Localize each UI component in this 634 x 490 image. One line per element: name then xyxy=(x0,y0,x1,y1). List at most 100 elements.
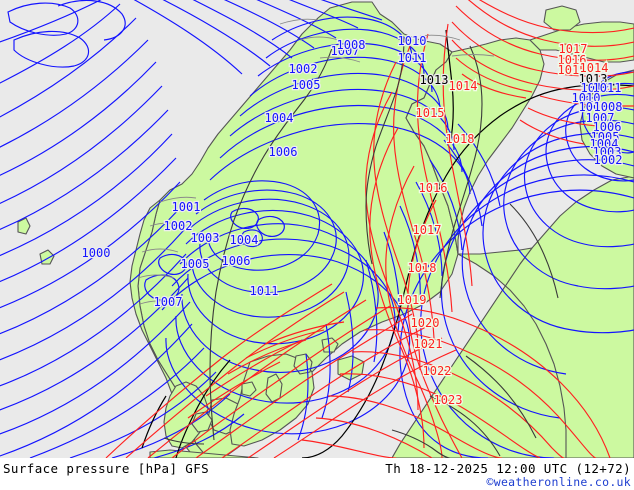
isobar-label: 1017 xyxy=(413,223,442,237)
coastline-detail-layer xyxy=(137,18,495,305)
isobar-label: 1004 xyxy=(590,137,619,151)
isobar-label-halo: 1002 xyxy=(289,62,318,76)
isobar-label: 1020 xyxy=(411,316,440,330)
isobar-label: 1021 xyxy=(414,337,443,351)
isobar-label-halo: 1019 xyxy=(398,293,427,307)
isobar-label: 1014 xyxy=(580,61,609,75)
isobar-label-halo: 1018 xyxy=(446,132,475,146)
isobar-label: 1002 xyxy=(289,62,318,76)
isobar-label-halo: 1000 xyxy=(82,246,111,260)
isobar-label-halo: 1003 xyxy=(191,231,220,245)
isobar-label-halo: 1011 xyxy=(250,284,279,298)
isobar-label-halo: 1008 xyxy=(337,38,366,52)
isobar-label-halo: 1005 xyxy=(591,130,620,144)
isobar-label-halo: 1001 xyxy=(172,200,201,214)
isobar-label-halo: 1018 xyxy=(408,261,437,275)
national-borders-layer xyxy=(163,37,559,458)
isobar-label-halo: 1010 xyxy=(572,91,601,105)
isobar-label: 1005 xyxy=(591,130,620,144)
isobar-label-halo: 1016 xyxy=(558,53,587,67)
isobar-label: 1013 xyxy=(579,72,608,86)
isobar-label: 1007 xyxy=(154,295,183,309)
isobar-label: 1014 xyxy=(449,79,478,93)
isobar-label-halo: 1008 xyxy=(594,100,623,114)
isobar-label: 1001 xyxy=(172,200,201,214)
isobar-label-halo: 1022 xyxy=(423,364,452,378)
isobar-label-halo: 1013 xyxy=(579,72,608,86)
isobar-label-halo: 1015 xyxy=(558,63,587,77)
isobar-label: 1015 xyxy=(416,106,445,120)
isobar-label: 1009 xyxy=(579,100,608,114)
footer-credit: ©weatheronline.co.uk xyxy=(486,475,631,489)
isobar-label-halo: 1002 xyxy=(594,153,623,167)
isobar-label-halo: 1004 xyxy=(265,111,294,125)
isobar-label: 1016 xyxy=(419,181,448,195)
isobars-high-group xyxy=(105,0,634,458)
isobar-label: 1005 xyxy=(292,78,321,92)
isobar-label-halo: 1007 xyxy=(586,111,615,125)
isobar-label: 1002 xyxy=(164,219,193,233)
isobar-label: 1007 xyxy=(586,111,615,125)
isobar-label-halo: 1014 xyxy=(449,79,478,93)
isobar-label-halo: 1009 xyxy=(579,100,608,114)
isobar-label: 1003 xyxy=(191,231,220,245)
isobar-label: 1011 xyxy=(398,51,427,65)
isobar-label-halo: 1011 xyxy=(593,81,622,95)
isobar-label: 1010 xyxy=(572,91,601,105)
footer-datetime: Th 18-12-2025 12:00 UTC (12+72) xyxy=(385,461,631,476)
isobar-label: 1006 xyxy=(269,145,298,159)
isobar-label: 1023 xyxy=(434,393,463,407)
isobar-label: 1006 xyxy=(593,120,622,134)
isobar-label-halo: 1013 xyxy=(420,73,449,87)
isobar-label-halo: 1006 xyxy=(269,145,298,159)
isobar-label-halo: 1004 xyxy=(230,233,259,247)
isobar-label-halo: 1006 xyxy=(222,254,251,268)
land-arctic-island xyxy=(543,5,581,31)
isobar-label-halo: 1010 xyxy=(398,34,427,48)
isobar-label: 1002 xyxy=(594,153,623,167)
isobar-label: 1011 xyxy=(593,81,622,95)
isobar-label: 1011 xyxy=(250,284,279,298)
isobar-label: 1019 xyxy=(398,293,427,307)
isobar-label-halo: 1014 xyxy=(580,61,609,75)
isobar-label-halo: 1007 xyxy=(331,44,360,58)
isobar-label: 1017 xyxy=(559,42,588,56)
isobar-label-halo: 1016 xyxy=(419,181,448,195)
isobar-label-halo: 1005 xyxy=(181,257,210,271)
footer-title: Surface pressure [hPa] GFS xyxy=(3,461,210,476)
isobar-label-halo: 1023 xyxy=(434,393,463,407)
isobar-label: 1018 xyxy=(408,261,437,275)
isobar-label-halo: 1017 xyxy=(413,223,442,237)
isobar-label: 1015 xyxy=(558,63,587,77)
isobar-label: 1007 xyxy=(331,44,360,58)
land-shetland xyxy=(17,217,31,235)
isobar-label-halo: 1017 xyxy=(559,42,588,56)
isobars-low-group xyxy=(0,0,634,458)
pressure-contour-map[interactable]: 1001 1001 1002 1002 1003 1003 1004 1004 1005 1005… xyxy=(0,0,634,458)
isobar-label-halo: 1011 xyxy=(398,51,427,65)
isobar-label-halo: 1003 xyxy=(593,145,622,159)
map-footer: Surface pressure [hPa] GFS Th 18-12-2025… xyxy=(0,458,634,490)
isobar-label: 1022 xyxy=(423,364,452,378)
isobar-label-halo: 1002 xyxy=(164,219,193,233)
isobar-label: 1012 xyxy=(581,81,610,95)
isobar-label-halo: 1004 xyxy=(590,137,619,151)
isobar-label-halo: 1012 xyxy=(581,81,610,95)
isobar-label: 1004 xyxy=(230,233,259,247)
isobar-label-halo: 1007 xyxy=(154,295,183,309)
isobar-label: 1013 xyxy=(420,73,449,87)
isobar-label-halo: 1005 xyxy=(292,78,321,92)
isobar-label: 1004 xyxy=(265,111,294,125)
isobar-label: 1018 xyxy=(446,132,475,146)
isobar-label: 1005 xyxy=(181,257,210,271)
isobar-label-halo: 1021 xyxy=(414,337,443,351)
isobar-label: 1008 xyxy=(594,100,623,114)
isobar-label-halo: 1020 xyxy=(411,316,440,330)
isobar-label: 1016 xyxy=(558,53,587,67)
isobar-label: 1008 xyxy=(337,38,366,52)
isobar-label: 1000 xyxy=(82,246,111,260)
isobar-label: 1006 xyxy=(222,254,251,268)
